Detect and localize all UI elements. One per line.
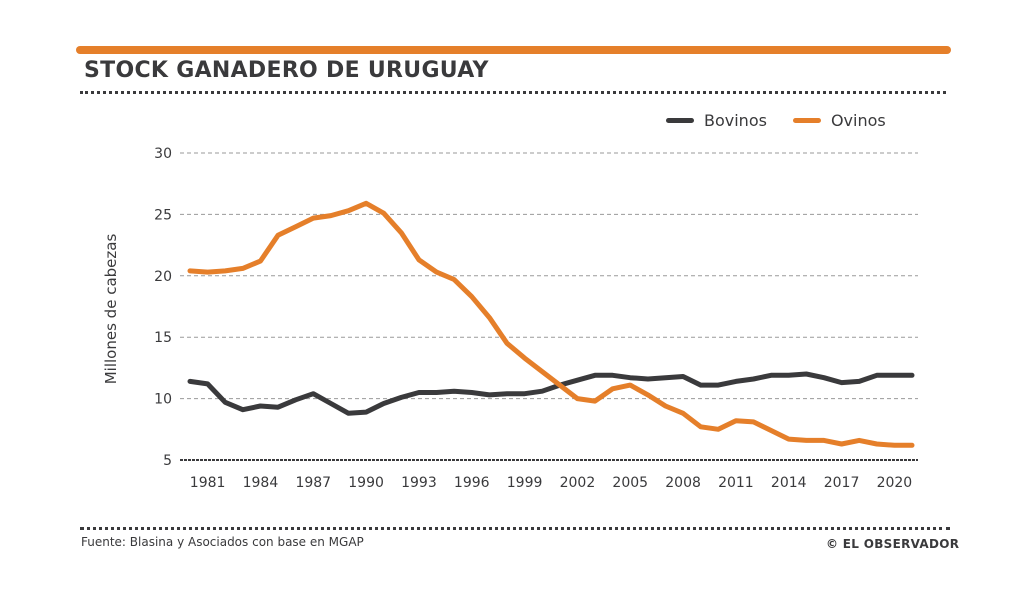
- x-tick-label: 1987: [295, 475, 331, 491]
- series-lines: [187, 200, 915, 448]
- accent-bar: [76, 46, 951, 54]
- y-tick-label: 15: [154, 330, 172, 346]
- legend-label-ovinos: Ovinos: [830, 111, 886, 130]
- legend-item-ovinos: Ovinos: [792, 111, 886, 130]
- x-tick-label: 2011: [718, 475, 754, 491]
- x-tick-label: 2017: [824, 475, 860, 491]
- title-divider: [80, 91, 946, 94]
- gridlines: [180, 152, 918, 461]
- legend: Bovinos Ovinos: [666, 111, 912, 130]
- y-tick-label: 25: [154, 207, 172, 223]
- series-line-ovinos: [187, 200, 915, 448]
- copyright-note: © EL OBSERVADOR: [826, 537, 960, 551]
- x-tick-label: 1981: [190, 475, 226, 491]
- legend-label-bovinos: Bovinos: [704, 111, 767, 130]
- x-tick-label: 1999: [507, 475, 543, 491]
- series-line-bovinos: [187, 371, 915, 416]
- x-tick-label: 2020: [877, 475, 913, 491]
- source-note: Fuente: Blasina y Asociados con base en …: [81, 535, 364, 549]
- x-axis-ticks: 1981 1984 1987 1990 1993 1996 1999 2002 2005 2008…: [190, 475, 912, 491]
- y-axis-label: Millones de cabezas: [102, 234, 120, 385]
- footer-divider: [80, 527, 950, 530]
- x-tick-label: 2014: [771, 475, 807, 491]
- legend-item-bovinos: Bovinos: [666, 111, 767, 130]
- y-tick-label: 20: [154, 269, 172, 285]
- x-tick-label: 2008: [665, 475, 701, 491]
- x-tick-label: 2005: [612, 475, 648, 491]
- x-tick-label: 1990: [348, 475, 384, 491]
- chart-title: STOCK GANADERO DE URUGUAY: [84, 58, 489, 83]
- y-axis-ticks: 5 10 15 20 25 30: [154, 146, 172, 469]
- x-tick-label: 1996: [454, 475, 490, 491]
- y-tick-label: 30: [154, 146, 172, 162]
- y-tick-label: 10: [154, 392, 172, 408]
- x-tick-label: 1993: [401, 475, 437, 491]
- x-tick-label: 2002: [560, 475, 596, 491]
- legend-swatch-ovinos: [792, 118, 821, 123]
- y-tick-label: 5: [163, 453, 172, 469]
- x-tick-label: 1984: [243, 475, 279, 491]
- legend-swatch-bovinos: [666, 118, 694, 123]
